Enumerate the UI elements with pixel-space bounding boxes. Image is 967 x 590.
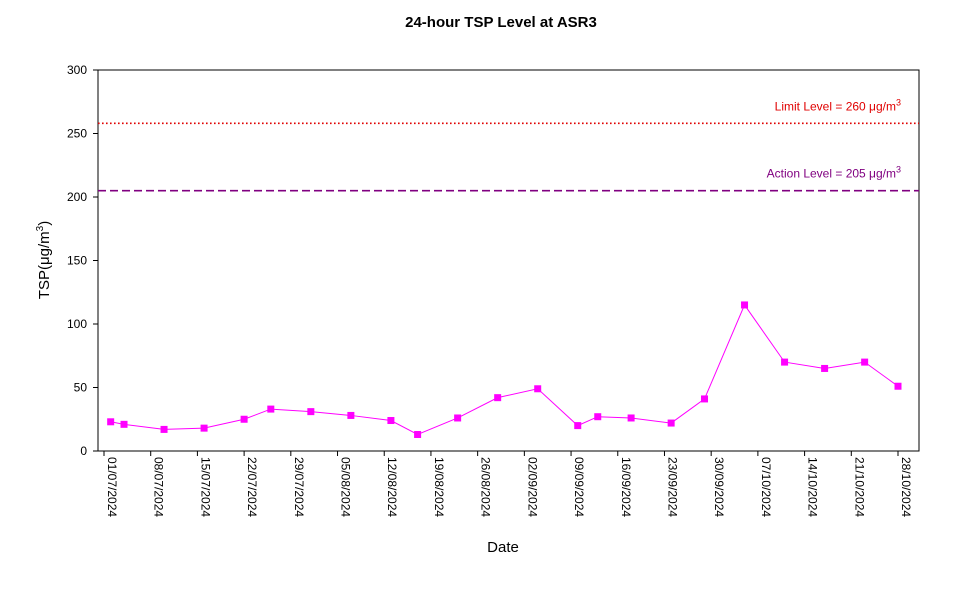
y-tick-label: 0 [80,444,87,458]
x-tick-label: 23/09/2024 [665,457,679,517]
y-tick-label: 200 [67,190,87,204]
data-point [741,301,749,309]
data-point [454,414,462,422]
data-point [781,358,789,366]
y-tick-label: 50 [74,381,88,395]
x-tick-label: 29/07/2024 [292,457,306,517]
y-tick-label: 100 [67,317,87,331]
x-tick-label: 26/08/2024 [479,457,493,517]
x-tick-label: 22/07/2024 [245,457,259,517]
x-tick-label: 30/09/2024 [712,457,726,517]
data-point [240,415,248,423]
x-tick-label: 05/08/2024 [339,457,353,517]
data-point [307,408,315,416]
reference-line-label-mu: μ [869,167,876,181]
x-axis-label: Date [487,539,519,556]
data-point [120,420,128,428]
data-point [347,411,355,419]
y-axis-label-mu: μ [36,256,53,265]
data-point [387,417,395,425]
data-point [494,394,502,402]
reference-line-label-unit: g/m [876,99,896,113]
y-axis-label: TSP(μg/m3) [35,221,53,299]
reference-line-label-unit: g/m [876,167,896,181]
data-point [594,413,602,421]
x-tick-label: 02/09/2024 [525,457,539,517]
x-tick-label: 09/09/2024 [572,457,586,517]
data-point [267,405,275,413]
reference-line-label-text: Limit Level = 260 [775,99,869,113]
x-tick-label: 01/07/2024 [105,457,119,517]
y-axis-label-unit: g/m [36,231,53,256]
x-axis: 01/07/2024 08/07/2024 15/07/2024 22/07/2024… [103,451,913,517]
data-point [667,419,675,427]
x-tick-label: 28/10/2024 [899,457,913,517]
data-point [701,395,709,403]
reference-line-label: Action Level = 205 μg/m3 [767,165,901,181]
data-point [200,424,208,432]
y-axis-label-suffix: ) [36,221,53,226]
data-point [821,364,829,372]
reference-line-label: Limit Level = 260 μg/m3 [775,97,901,113]
y-axis: 0 50 100 150 200 250 300 [67,63,98,458]
x-tick-label: 16/09/2024 [619,457,633,517]
x-tick-label: 08/07/2024 [152,457,166,517]
data-point [894,382,902,390]
x-tick-label: 15/07/2024 [198,457,212,517]
x-tick-label: 14/10/2024 [806,457,820,517]
data-point [861,358,869,366]
reference-line-label-superscript: 3 [896,165,901,175]
reference-line-label-mu: μ [869,99,876,113]
y-axis-label-superscript: 3 [35,225,46,231]
y-tick-label: 250 [67,127,87,141]
data-point [160,425,168,433]
data-point [414,430,422,438]
data-point [574,422,582,430]
series-line [110,303,899,436]
x-tick-label: 21/10/2024 [852,457,866,517]
data-point [534,385,542,393]
chart-title: 24-hour TSP Level at ASR3 [405,14,597,31]
data-point [627,414,635,422]
x-tick-label: 07/10/2024 [759,457,773,517]
data-series [107,301,902,438]
y-tick-label: 150 [67,254,87,268]
y-axis-label-prefix: TSP( [36,265,53,299]
data-point [107,418,115,426]
x-tick-label: 12/08/2024 [385,457,399,517]
reference-line-label-text: Action Level = 205 [767,167,869,181]
x-tick-label: 19/08/2024 [432,457,446,517]
y-tick-label: 300 [67,63,87,77]
plot-area-border [97,69,920,452]
reference-line-label-superscript: 3 [896,97,901,107]
